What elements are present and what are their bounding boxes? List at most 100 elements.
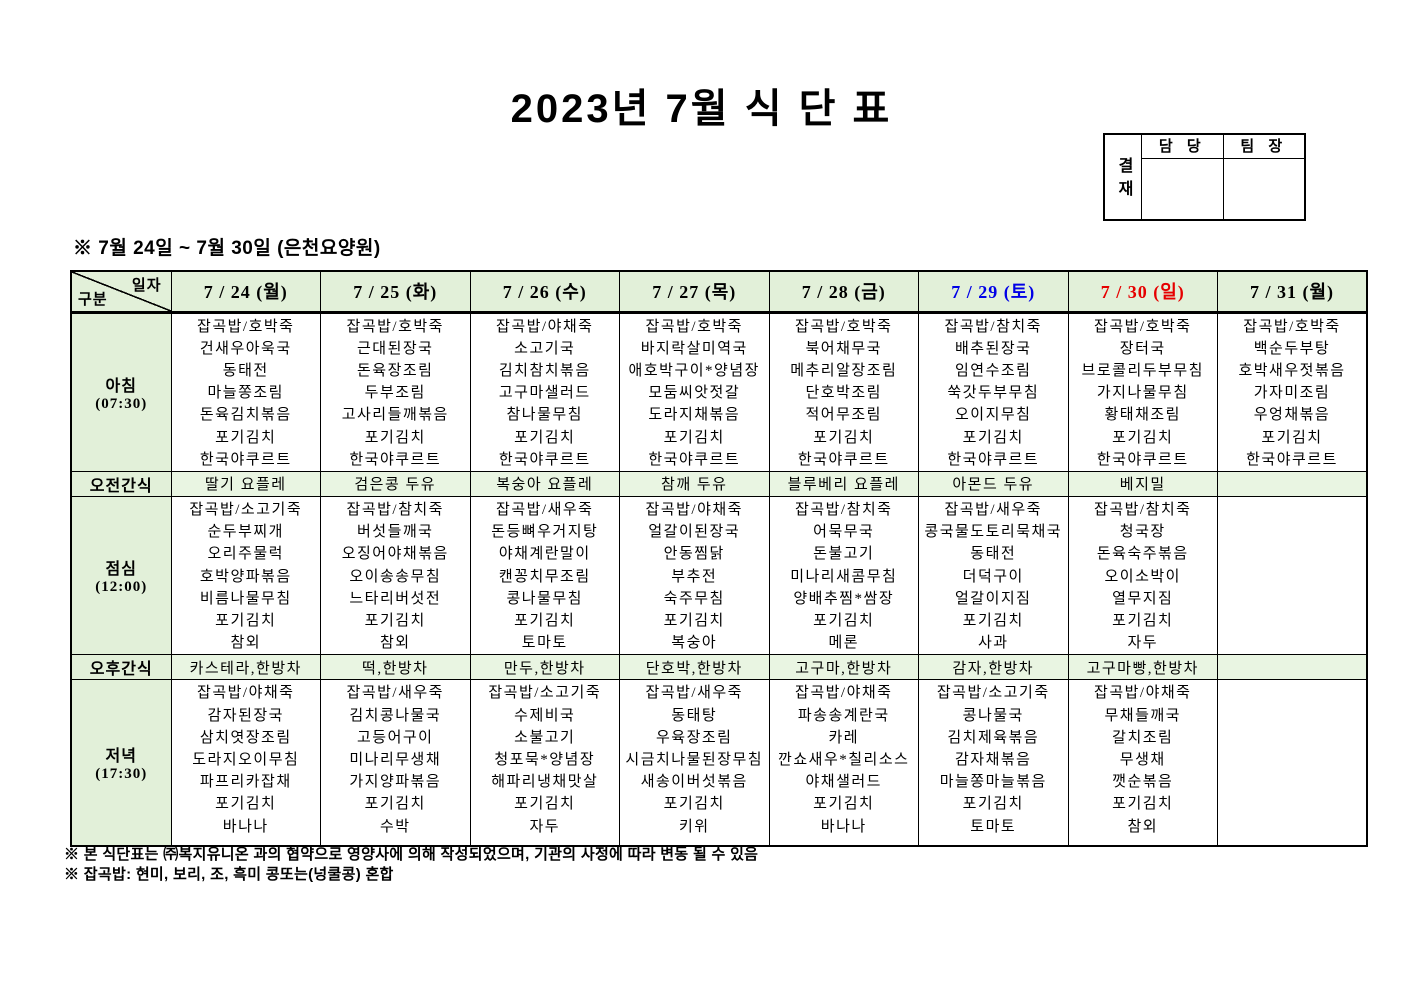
am-snack-cell-7-31	[1217, 470, 1368, 497]
approval-sign-cell-manager	[1142, 159, 1223, 219]
menu-item: 마늘쫑마늘볶음	[939, 774, 1047, 791]
breakfast-cell-7-28: 잡곡밥/호박죽 북어채무국 메추리알장조림 단호박조림 적어무조림 포기김치 한국야쿠르트	[768, 311, 919, 472]
breakfast-cell-7-24: 잡곡밥/호박죽 건새우아욱국 동태전 마늘쫑조림 돈육김치볶음 포기김치 한국야쿠르트	[170, 311, 321, 472]
menu-item: 포기김치	[1112, 796, 1174, 813]
menu-item: 한국야쿠르트	[498, 451, 591, 468]
menu-item: 새송이버섯볶음	[640, 774, 748, 791]
approval-col-team-lead: 팀 장	[1222, 135, 1304, 219]
menu-item: 오이소박이	[1104, 568, 1181, 585]
menu-item: 잡곡밥/야채죽	[197, 685, 295, 702]
lunch-cell-7-30: 잡곡밥/참치죽 청국장 돈육숙주볶음 오이소박이 열무지짐 포기김치 자두	[1067, 495, 1218, 656]
menu-item: 야채샐러드	[805, 774, 882, 791]
menu-item: 포기김치	[215, 612, 277, 629]
menu-item: 삼치엿장조림	[199, 729, 292, 746]
menu-item: 깐쇼새우*칠리소스	[778, 751, 910, 768]
menu-item: 포기김치	[813, 612, 875, 629]
menu-table: 일자 구분 7 / 24 (월) 7 / 25 (화) 7 / 26 (수) 7 / …	[70, 270, 1368, 847]
date-header-7-26: 7 / 26 (수)	[469, 270, 620, 314]
lunch-cell-7-28: 잡곡밥/참치죽 어묵무국 돈불고기 미나리새콤무침 양배추찜*쌈장 포기김치 메론	[768, 495, 919, 656]
menu-item: 돈육김치볶음	[199, 407, 292, 424]
menu-item: 잡곡밥/야채죽	[1094, 685, 1192, 702]
menu-item: 버섯들깨국	[356, 524, 434, 541]
menu-item: 동태전	[222, 362, 269, 379]
menu-item: 포기김치	[813, 796, 875, 813]
menu-item: 건새우아욱국	[199, 340, 292, 357]
menu-item: 마늘쫑조림	[207, 385, 284, 402]
menu-item: 양배추찜*쌈장	[793, 590, 895, 607]
menu-item: 잡곡밥/소고기죽	[189, 501, 303, 518]
menu-item: 미나리새콤무침	[790, 568, 898, 585]
menu-item: 근대된장국	[356, 340, 434, 357]
breakfast-cell-7-25: 잡곡밥/호박죽 근대된장국 돈육장조림 두부조림 고사리들깨볶음 포기김치 한국야쿠르트	[320, 311, 471, 472]
menu-item: 순두부찌개	[207, 524, 284, 541]
menu-item: 황태채조림	[1104, 407, 1181, 424]
menu-item: 오이지무침	[954, 407, 1032, 424]
menu-item: 무생채	[1119, 751, 1166, 768]
menu-item: 한국야쿠르트	[947, 451, 1040, 468]
menu-item: 잡곡밥/호박죽	[1094, 318, 1192, 335]
menu-item: 브로콜리두부무침	[1081, 362, 1204, 379]
menu-item: 포기김치	[962, 429, 1024, 446]
menu-item: 포기김치	[962, 796, 1024, 813]
menu-item: 한국야쿠르트	[349, 451, 442, 468]
date-header-7-25: 7 / 25 (화)	[320, 270, 471, 314]
menu-item: 김치제육볶음	[947, 729, 1040, 746]
dinner-cell-7-26: 잡곡밥/소고기죽 수제비국 소불고기 청포묵*양념장 해파리냉채맛살 포기김치 자두	[469, 679, 620, 847]
menu-item: 장터국	[1119, 340, 1166, 357]
menu-item: 토마토	[970, 818, 1017, 835]
menu-item: 고등어구이	[356, 729, 434, 746]
menu-item: 포기김치	[364, 796, 426, 813]
approval-col-team-lead-label: 팀 장	[1223, 135, 1304, 159]
menu-item: 잡곡밥/소고기죽	[488, 685, 602, 702]
menu-item: 해파리냉채맛살	[491, 774, 599, 791]
pm-snack-cell-7-24: 카스테라,한방차	[170, 654, 321, 681]
row-label-lunch: 점심 (12:00)	[70, 495, 172, 656]
menu-item: 우엉채볶음	[1253, 407, 1331, 424]
row-label-breakfast: 아침 (07:30)	[70, 311, 172, 472]
menu-item: 잡곡밥/새우죽	[346, 685, 444, 702]
menu-item: 돈육숙주볶음	[1096, 546, 1189, 563]
footer-notes: ※ 본 식단표는 ㈜복지유니온 과의 협약으로 영양사에 의해 작성되었으며, …	[64, 845, 758, 885]
pm-snack-cell-7-30: 고구마빵,한방차	[1067, 654, 1218, 681]
menu-item: 잡곡밥/참치죽	[795, 501, 893, 518]
menu-item: 한국야쿠르트	[199, 451, 292, 468]
menu-item: 포기김치	[663, 612, 725, 629]
breakfast-cell-7-26: 잡곡밥/야채죽 소고기국 김치참치볶음 고구마샐러드 참나물무침 포기김치 한국야쿠르트	[469, 311, 620, 472]
menu-item: 감자된장국	[207, 707, 284, 724]
menu-item: 적어무조림	[805, 407, 882, 424]
row-label-am-snack: 오전간식	[70, 470, 172, 497]
menu-item: 호박양파볶음	[199, 568, 292, 585]
pm-snack-cell-7-25: 떡,한방차	[320, 654, 471, 681]
menu-item: 자두	[1127, 635, 1159, 652]
menu-item: 포기김치	[364, 429, 426, 446]
menu-item: 콩나물국	[962, 707, 1024, 724]
menu-item: 참외	[1127, 818, 1159, 835]
pm-snack-cell-7-31	[1217, 654, 1368, 681]
am-snack-cell-7-30: 베지밀	[1067, 470, 1218, 497]
menu-item: 느타리버섯전	[349, 590, 442, 607]
menu-item: 포기김치	[813, 429, 875, 446]
menu-item: 복숭아	[671, 635, 718, 652]
dinner-cell-7-28: 잡곡밥/야채죽 파송송계란국 카레 깐쇼새우*칠리소스 야채샐러드 포기김치 바나나	[768, 679, 919, 847]
date-header-7-28: 7 / 28 (금)	[768, 270, 919, 314]
menu-item: 가지양파볶음	[349, 774, 442, 791]
pm-snack-cell-7-28: 고구마,한방차	[768, 654, 919, 681]
menu-item: 감자채볶음	[954, 751, 1032, 768]
menu-item: 잡곡밥/참치죽	[1094, 501, 1192, 518]
menu-item: 부추전	[671, 568, 718, 585]
menu-item: 바나나	[222, 818, 269, 835]
menu-item: 잡곡밥/소고기죽	[936, 685, 1050, 702]
pm-snack-cell-7-27: 단호박,한방차	[619, 654, 770, 681]
date-header-7-27: 7 / 27 (목)	[619, 270, 770, 314]
date-range-subtitle: ※ 7월 24일 ~ 7월 30일 (은천요양원)	[73, 238, 381, 259]
row-pm-snack: 오후간식 카스테라,한방차 떡,한방차 만두,한방차 단호박,한방차 고구마,한방차 감자,…	[70, 654, 1368, 681]
dinner-cell-7-25: 잡곡밥/새우죽 김치콩나물국 고등어구이 미나리무생채 가지양파볶음 포기김치 수박	[320, 679, 471, 847]
menu-item: 무채들깨국	[1104, 707, 1181, 724]
lunch-cell-7-31	[1217, 495, 1368, 656]
menu-item: 고구마샐러드	[498, 385, 591, 402]
lunch-cell-7-25: 잡곡밥/참치죽 버섯들깨국 오징어야채볶음 오이송송무침 느타리버섯전 포기김치 참외	[320, 495, 471, 656]
page-title: 2023년 7월 식 단 표	[510, 87, 893, 131]
menu-item: 가지나물무침	[1096, 385, 1189, 402]
approval-col-manager: 담 당	[1142, 135, 1223, 219]
